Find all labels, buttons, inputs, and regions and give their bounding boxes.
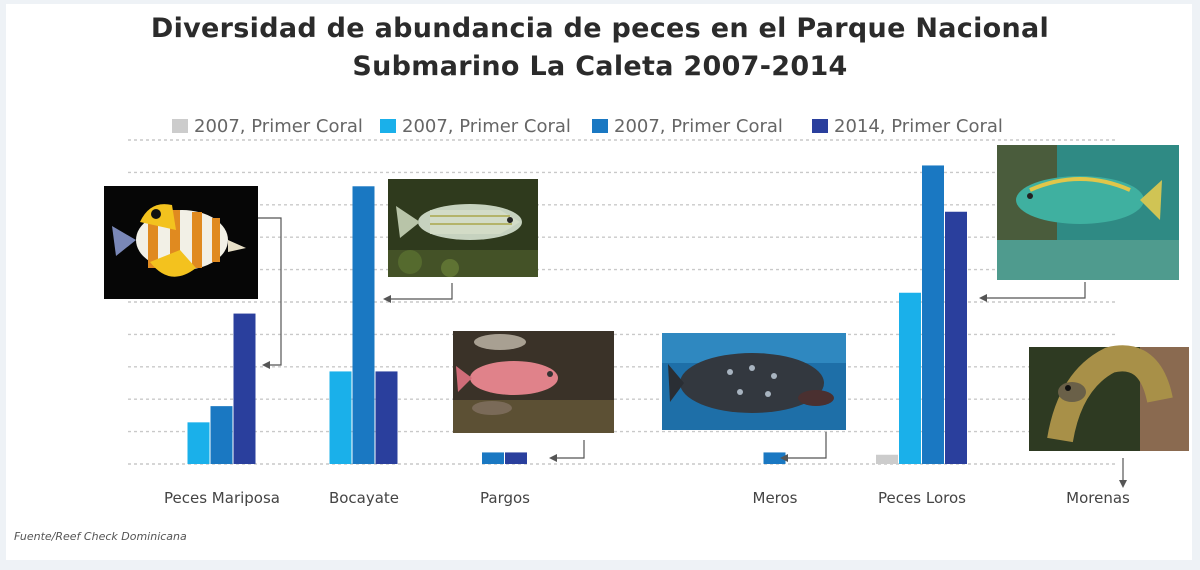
legend-item-3: 2007, Primer Coral — [592, 115, 783, 137]
chart-title: Diversidad de abundancia de peces en el … — [0, 10, 1200, 86]
legend-item-4: 2014, Primer Coral — [812, 115, 1003, 137]
legend-item-1: 2007, Primer Coral — [172, 115, 363, 137]
parrotfish-photo — [997, 145, 1179, 280]
category-label-6: Morenas — [1066, 489, 1130, 507]
bar-3-bocayate — [352, 186, 375, 465]
bar-4-peces-mariposa — [233, 313, 256, 464]
bar-4-peces-loros — [945, 211, 967, 464]
category-label-3: Pargos — [480, 489, 530, 507]
bar-2-peces-loros — [899, 292, 921, 464]
legend-label-4: 2014, Primer Coral — [834, 115, 1003, 137]
chart-title-line1: Diversidad de abundancia de peces en el … — [150, 13, 1050, 44]
legend-swatch-2 — [380, 119, 396, 133]
bar-2-peces-mariposa — [187, 422, 210, 464]
legend-item-2: 2007, Primer Coral — [380, 115, 571, 137]
bar-4-pargos — [505, 452, 527, 464]
bar-2-bocayate — [329, 371, 352, 464]
moray-eel-photo — [1029, 345, 1189, 451]
connector-arrows — [258, 217, 1127, 488]
legend-swatch-1 — [172, 119, 188, 133]
grouper-photo — [662, 333, 846, 430]
chart-title-line2: Submarino La Caleta 2007-2014 — [352, 51, 848, 82]
grunt-photo — [388, 179, 538, 277]
bar-3-peces-mariposa — [210, 406, 233, 464]
bar-3-pargos — [482, 452, 504, 464]
category-label-5: Peces Loros — [878, 489, 966, 507]
legend-swatch-4 — [812, 119, 828, 133]
bar-3-peces-loros — [922, 165, 944, 464]
bar-3-meros — [763, 452, 786, 464]
bar-1-peces-loros — [876, 454, 898, 464]
legend-swatch-3 — [592, 119, 608, 133]
legend-label-2: 2007, Primer Coral — [402, 115, 571, 137]
category-label-1: Peces Mariposa — [164, 489, 280, 507]
snapper-photo — [453, 331, 614, 433]
butterflyfish-photo — [104, 186, 258, 299]
bars — [187, 165, 967, 465]
legend-label-3: 2007, Primer Coral — [614, 115, 783, 137]
legend-label-1: 2007, Primer Coral — [194, 115, 363, 137]
bar-4-bocayate — [375, 371, 398, 464]
category-label-2: Bocayate — [328, 489, 400, 507]
source-note: Fuente/Reef Check Dominicana — [14, 530, 187, 543]
category-label-4: Meros — [752, 489, 798, 507]
